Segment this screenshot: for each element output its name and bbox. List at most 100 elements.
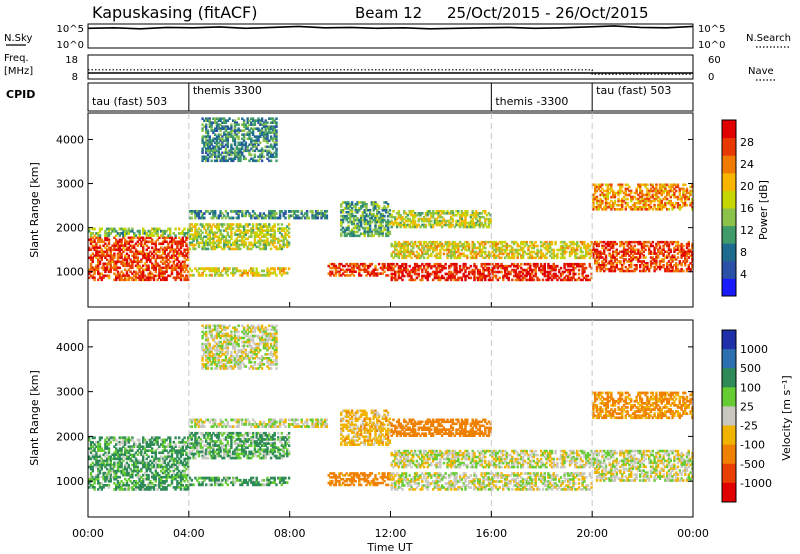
range-gate-cell bbox=[415, 276, 419, 280]
range-gate-cell bbox=[210, 231, 213, 234]
range-gate-cell bbox=[188, 235, 192, 238]
range-gate-cell bbox=[140, 250, 143, 254]
range-gate-cell bbox=[163, 238, 166, 242]
range-gate-cell bbox=[475, 213, 478, 217]
range-gate-cell bbox=[275, 159, 278, 163]
range-gate-cell bbox=[529, 254, 532, 258]
range-gate-cell bbox=[239, 225, 242, 228]
range-gate-cell bbox=[341, 209, 345, 212]
range-gate-cell bbox=[170, 246, 174, 250]
range-gate-cell bbox=[334, 274, 338, 277]
range-gate-cell bbox=[226, 239, 229, 243]
range-gate-cell bbox=[260, 131, 264, 134]
range-gate-cell bbox=[610, 189, 613, 193]
range-gate-cell bbox=[639, 199, 642, 203]
range-gate-cell bbox=[684, 250, 687, 253]
colorbar-swatch bbox=[722, 120, 736, 139]
range-gate-cell bbox=[253, 141, 257, 145]
range-gate-cell bbox=[615, 208, 618, 211]
range-gate-cell bbox=[406, 272, 410, 276]
range-gate-cell bbox=[394, 272, 397, 276]
range-gate-cell bbox=[97, 266, 100, 270]
range-gate-cell bbox=[259, 239, 262, 243]
range-gate-cell bbox=[666, 197, 669, 201]
range-gate-cell bbox=[446, 242, 449, 246]
range-gate-cell bbox=[583, 244, 586, 248]
range-gate-cell bbox=[311, 210, 314, 213]
range-gate-cell bbox=[657, 195, 660, 199]
range-gate-cell bbox=[358, 264, 361, 268]
range-gate-cell bbox=[161, 240, 165, 244]
range-gate-cell bbox=[129, 238, 132, 242]
range-gate-cell bbox=[260, 129, 264, 132]
range-gate-cell bbox=[563, 266, 566, 270]
range-gate-cell bbox=[237, 212, 240, 215]
range-gate-cell bbox=[287, 214, 291, 218]
range-gate-cell bbox=[621, 256, 624, 259]
range-gate-cell bbox=[268, 149, 271, 153]
range-gate-cell bbox=[233, 233, 237, 236]
range-gate-cell bbox=[349, 268, 352, 272]
range-gate-cell bbox=[316, 210, 320, 213]
range-gate-cell bbox=[390, 225, 393, 229]
range-gate-cell bbox=[127, 248, 130, 252]
range-gate-cell bbox=[680, 250, 683, 253]
range-gate-cell bbox=[116, 242, 120, 246]
range-gate-cell bbox=[401, 246, 404, 250]
range-gate-cell bbox=[284, 235, 287, 238]
range-gate-cell bbox=[485, 254, 489, 258]
range-gate-cell bbox=[251, 159, 255, 163]
range-gate-cell bbox=[217, 125, 220, 128]
range-gate-cell bbox=[242, 121, 246, 124]
range-gate-cell bbox=[619, 267, 622, 271]
range-gate-cell bbox=[98, 244, 102, 248]
range-gate-cell bbox=[142, 264, 145, 268]
range-gate-cell bbox=[689, 189, 692, 193]
range-gate-cell bbox=[415, 272, 419, 276]
range-gate-cell bbox=[134, 274, 138, 278]
range-gate-cell bbox=[257, 229, 260, 232]
range-gate-cell bbox=[226, 133, 229, 136]
range-gate-cell bbox=[433, 244, 437, 248]
range-gate-cell bbox=[595, 250, 599, 253]
range-gate-cell bbox=[619, 250, 622, 253]
range-gate-cell bbox=[286, 239, 289, 243]
range-gate-cell bbox=[199, 235, 202, 238]
range-gate-cell bbox=[374, 216, 377, 220]
range-gate-cell bbox=[399, 248, 402, 252]
range-gate-cell bbox=[345, 232, 348, 236]
range-gate-cell bbox=[561, 252, 564, 256]
range-gate-cell bbox=[246, 119, 249, 122]
range-gate-cell bbox=[489, 219, 492, 223]
range-gate-cell bbox=[95, 246, 98, 250]
range-gate-cell bbox=[615, 248, 618, 252]
range-gate-cell bbox=[507, 264, 510, 268]
range-gate-cell bbox=[676, 240, 680, 244]
range-gate-cell bbox=[264, 131, 267, 134]
range-gate-cell bbox=[277, 237, 280, 241]
range-gate-cell bbox=[214, 119, 217, 122]
range-gate-cell bbox=[109, 260, 112, 264]
range-gate-cell bbox=[626, 250, 629, 253]
range-gate-cell bbox=[435, 272, 438, 276]
range-gate-cell bbox=[428, 223, 431, 227]
range-gate-cell bbox=[448, 244, 451, 248]
range-gate-cell bbox=[458, 244, 462, 248]
range-gate-cell bbox=[296, 210, 300, 213]
range-gate-cell bbox=[111, 248, 114, 252]
range-gate-cell bbox=[458, 256, 462, 260]
range-gate-cell bbox=[215, 225, 219, 228]
cpid-segment-label: tau (fast) 503 bbox=[596, 84, 671, 97]
range-gate-cell bbox=[221, 135, 224, 138]
range-gate-cell bbox=[534, 270, 537, 274]
range-gate-cell bbox=[264, 149, 267, 153]
range-gate-cell bbox=[404, 240, 408, 244]
range-gate-cell bbox=[585, 276, 588, 280]
range-gate-cell bbox=[455, 278, 458, 282]
range-gate-cell bbox=[473, 268, 476, 272]
range-gate-cell bbox=[514, 240, 518, 244]
range-gate-cell bbox=[253, 237, 257, 241]
range-gate-cell bbox=[554, 242, 557, 246]
range-gate-cell bbox=[480, 212, 483, 215]
range-gate-cell bbox=[439, 219, 442, 223]
